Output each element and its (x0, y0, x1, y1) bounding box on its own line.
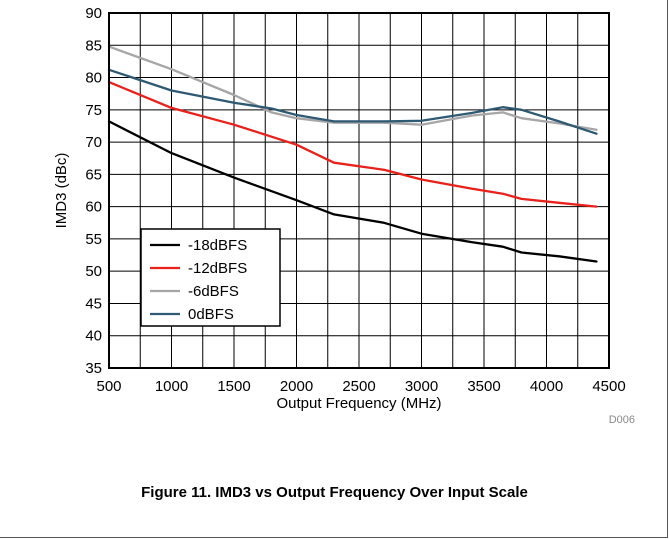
legend-label: -6dBFS (188, 283, 239, 300)
y-tick-label: 85 (85, 37, 102, 54)
x-tick-label: 2000 (280, 378, 313, 395)
y-tick-label: 45 (85, 295, 102, 312)
legend: -18dBFS -12dBFS -6dBFS 0dBFS (140, 228, 281, 327)
x-tick-label: 1000 (155, 378, 188, 395)
x-tick-label: 500 (96, 378, 121, 395)
series-line (107, 68, 598, 135)
x-tick-label: 3000 (405, 378, 438, 395)
figure-code: D006 (609, 414, 635, 426)
x-tick-label: 2500 (342, 378, 375, 395)
legend-label: -18dBFS (188, 237, 247, 254)
y-axis-label: IMD3 (dBc) (53, 153, 70, 229)
y-tick-label: 50 (85, 263, 102, 280)
series-line (107, 45, 598, 131)
x-tick-label: 4500 (592, 378, 625, 395)
y-tick-label: 75 (85, 102, 102, 119)
y-tick-label: 55 (85, 231, 102, 248)
y-tick-label: 80 (85, 70, 102, 87)
y-tick-label: 35 (85, 360, 102, 377)
y-tick-label: 70 (85, 134, 102, 151)
y-tick-label: 90 (85, 5, 102, 22)
y-tick-label: 60 (85, 199, 102, 216)
legend-label: -12dBFS (188, 260, 247, 277)
legend-label: 0dBFS (188, 306, 234, 323)
x-tick-label: 4000 (530, 378, 563, 395)
legend-box (140, 228, 281, 327)
x-tick-label: 3500 (467, 378, 500, 395)
y-tick-label: 40 (85, 328, 102, 345)
y-tick-label: 65 (85, 166, 102, 183)
tick-labels: 500 1000 1500 2000 2500 3000 3500 4000 4500 35 40 4… (85, 5, 625, 395)
plot-area (108, 12, 610, 369)
figure-caption: Figure 11. IMD3 vs Output Frequency Over… (141, 484, 528, 501)
series-lines (107, 45, 598, 263)
series-line (107, 120, 598, 263)
x-tick-label: 1500 (217, 378, 250, 395)
series-line (107, 80, 598, 208)
x-axis-label: Output Frequency (MHz) (276, 395, 441, 412)
